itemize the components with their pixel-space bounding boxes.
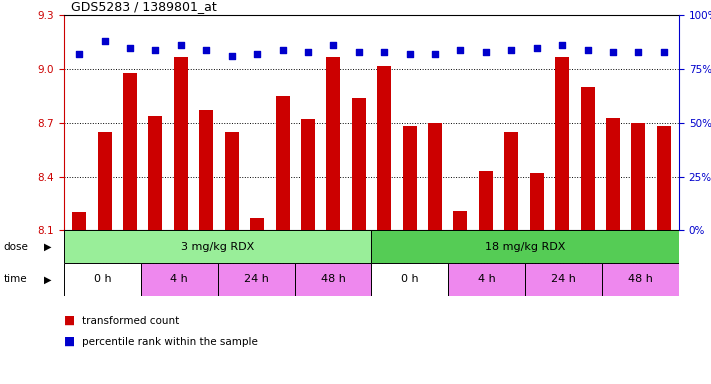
Point — [658, 49, 670, 55]
Bar — [479, 171, 493, 230]
Bar — [555, 56, 569, 230]
Point — [557, 42, 568, 48]
Point — [73, 51, 85, 57]
Bar — [352, 98, 365, 230]
Bar — [301, 119, 315, 230]
Bar — [449, 263, 525, 296]
Point — [302, 49, 314, 55]
Point — [201, 47, 212, 53]
Bar — [149, 116, 163, 230]
Point — [124, 45, 136, 51]
Text: ▶: ▶ — [44, 242, 52, 252]
Bar — [174, 56, 188, 230]
Text: dose: dose — [4, 242, 28, 252]
Point — [582, 47, 593, 53]
Text: ▶: ▶ — [44, 274, 52, 285]
Bar — [525, 263, 602, 296]
Bar — [378, 66, 391, 230]
Text: transformed count: transformed count — [82, 316, 179, 326]
Bar — [602, 263, 679, 296]
Point — [353, 49, 365, 55]
Bar — [294, 263, 371, 296]
Text: ■: ■ — [64, 314, 75, 327]
Point — [277, 47, 288, 53]
Bar — [454, 211, 467, 230]
Point — [328, 42, 339, 48]
Bar — [580, 87, 594, 230]
Bar — [218, 263, 294, 296]
Bar — [64, 263, 141, 296]
Point — [429, 51, 441, 57]
Point — [506, 47, 517, 53]
Text: time: time — [4, 274, 27, 285]
Bar — [402, 126, 417, 230]
Bar — [73, 212, 86, 230]
Bar — [64, 230, 371, 263]
Bar — [657, 126, 670, 230]
Text: 4 h: 4 h — [478, 274, 496, 285]
Text: ■: ■ — [64, 335, 75, 348]
Point — [252, 51, 263, 57]
Text: 24 h: 24 h — [551, 274, 576, 285]
Text: percentile rank within the sample: percentile rank within the sample — [82, 337, 257, 347]
Bar — [326, 56, 341, 230]
Bar — [199, 110, 213, 230]
Bar — [631, 123, 646, 230]
Point — [633, 49, 644, 55]
Text: 48 h: 48 h — [321, 274, 346, 285]
Text: 3 mg/kg RDX: 3 mg/kg RDX — [181, 242, 255, 252]
Text: 0 h: 0 h — [94, 274, 111, 285]
Bar — [606, 118, 620, 230]
Point — [480, 49, 491, 55]
Bar — [225, 132, 239, 230]
Text: 48 h: 48 h — [628, 274, 653, 285]
Point — [455, 47, 466, 53]
Bar — [250, 218, 264, 230]
Text: 4 h: 4 h — [171, 274, 188, 285]
Bar — [371, 263, 449, 296]
Point — [226, 53, 237, 59]
Point — [175, 42, 186, 48]
Point — [99, 38, 110, 44]
Bar — [97, 132, 112, 230]
Bar — [123, 73, 137, 230]
Point — [150, 47, 161, 53]
Point — [607, 49, 619, 55]
Point — [378, 49, 390, 55]
Text: 0 h: 0 h — [401, 274, 419, 285]
Point — [531, 45, 542, 51]
Point — [404, 51, 415, 57]
Bar — [504, 132, 518, 230]
Text: 18 mg/kg RDX: 18 mg/kg RDX — [485, 242, 565, 252]
Bar — [276, 96, 289, 230]
Bar — [428, 123, 442, 230]
Bar — [141, 263, 218, 296]
Bar — [530, 173, 544, 230]
Text: 24 h: 24 h — [244, 274, 269, 285]
Text: GDS5283 / 1389801_at: GDS5283 / 1389801_at — [71, 0, 217, 13]
Bar — [371, 230, 679, 263]
